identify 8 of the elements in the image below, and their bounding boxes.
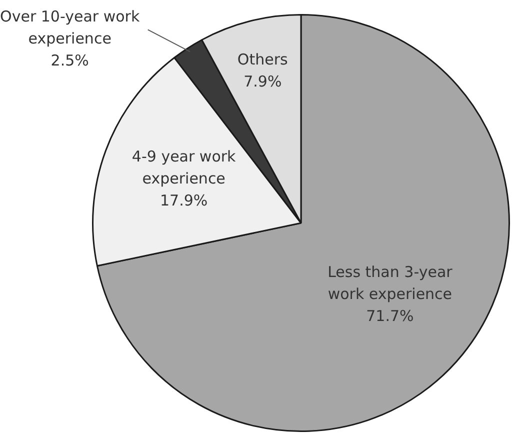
slice-label: Less than 3-year work experience — [328, 263, 454, 304]
data-label: 2.5% — [50, 52, 89, 70]
slice-label: Others — [237, 50, 288, 68]
slice-label: Over 10-year work experience — [0, 8, 140, 48]
data-label: 71.7% — [366, 307, 414, 326]
data-label: 17.9% — [160, 191, 208, 210]
slice-label: 4-9 year work experience — [132, 147, 236, 188]
data-label: 7.9% — [244, 72, 282, 90]
